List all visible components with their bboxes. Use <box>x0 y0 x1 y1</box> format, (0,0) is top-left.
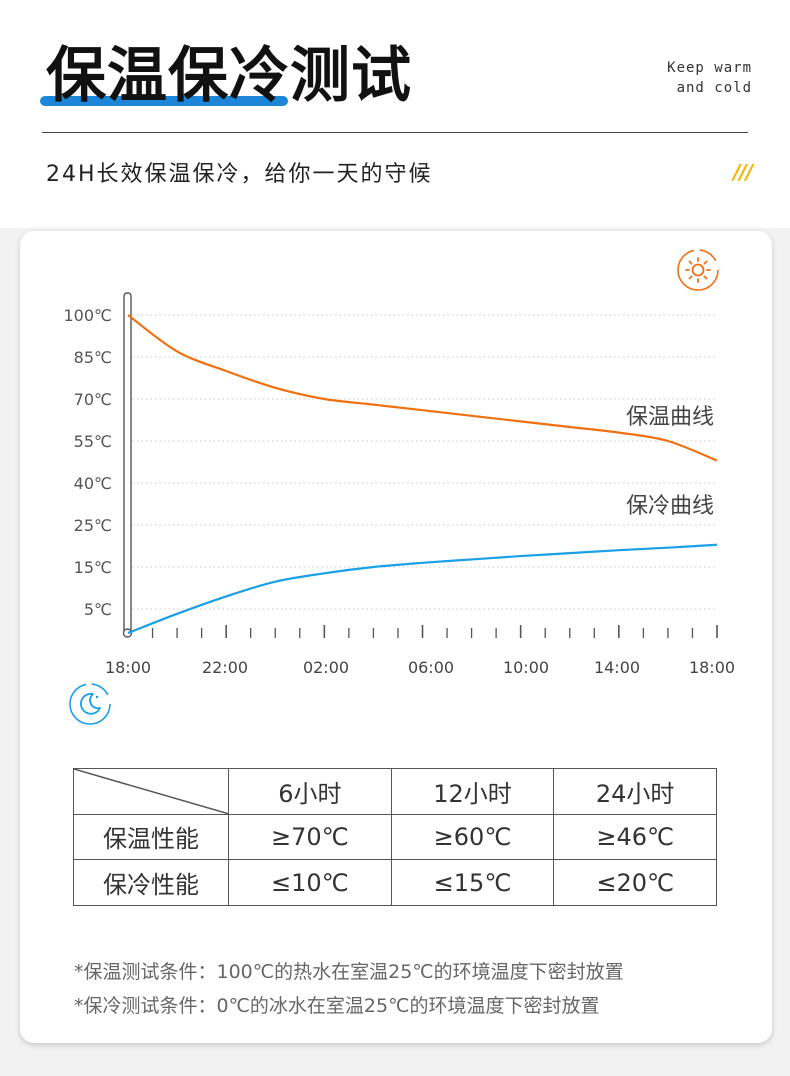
y-tick-label: 85℃ <box>74 348 112 367</box>
y-tick-labels: 100℃ 85℃ 70℃ 55℃ 40℃ 25℃ 15℃ 5℃ <box>63 306 112 619</box>
table-column-header: 24小时 <box>553 768 717 815</box>
y-tick-label: 5℃ <box>84 600 112 619</box>
x-tick-label: 10:00 <box>503 658 549 677</box>
table-column-header: 12小时 <box>390 768 555 815</box>
cold-curve <box>127 543 718 635</box>
test-conditions: *保温测试条件：100℃的热水在室温25℃的环境温度下密封放置 *保冷测试条件：… <box>74 955 624 1023</box>
y-tick-label: 25℃ <box>74 516 112 535</box>
table-cell: ≥46℃ <box>553 813 717 861</box>
y-tick-label: 40℃ <box>74 474 112 493</box>
table-column-header: 6小时 <box>228 768 392 815</box>
y-tick-label: 15℃ <box>74 558 112 577</box>
table-cell: ≥60℃ <box>390 813 555 861</box>
x-axis <box>122 292 718 638</box>
table-cell: ≤15℃ <box>390 859 555 906</box>
title-accent-bar <box>40 96 288 106</box>
series-lines <box>127 314 718 635</box>
x-tick-label: 18:00 <box>105 658 151 677</box>
table-cell: ≤10℃ <box>228 859 392 906</box>
x-tick-label: 06:00 <box>408 658 454 677</box>
x-tick-labels: 18:00 22:00 02:00 06:00 10:00 14:00 18:00 <box>105 658 735 677</box>
table-row: 保冷性能 ≤10℃ ≤15℃ ≤20℃ <box>73 859 717 906</box>
english-subtitle: Keep warm and cold <box>667 58 752 98</box>
y-tick-label: 55℃ <box>74 432 112 451</box>
grid-lines <box>128 314 717 610</box>
warm-curve-label: 保温曲线 <box>626 405 714 430</box>
performance-table: 6小时 12小时 24小时 保温性能 ≥70℃ ≥60℃ ≥46℃ 保冷性能 ≤… <box>73 768 717 906</box>
chart-card: 100℃ 85℃ 70℃ 55℃ 40℃ 25℃ 15℃ 5℃ 18:00 22:00 02:00… <box>20 231 772 1043</box>
header-divider <box>42 132 748 133</box>
english-subtitle-line1: Keep warm <box>667 60 752 76</box>
x-tick-label: 18:00 <box>689 658 735 677</box>
tagline: 24H长效保温保冷，给你一天的守候 <box>46 162 433 187</box>
x-tick-label: 14:00 <box>594 658 640 677</box>
row-label: 保温性能 <box>73 813 229 861</box>
note-cold-condition: *保冷测试条件：0℃的冰水在室温25℃的环境温度下密封放置 <box>74 995 600 1017</box>
y-tick-label: 100℃ <box>63 306 112 325</box>
axis-origin <box>122 628 133 638</box>
x-tick-label: 02:00 <box>303 658 349 677</box>
warm-curve <box>127 314 718 462</box>
table-corner-cell <box>73 768 229 815</box>
page-title: 保温保冷测试 <box>46 41 412 111</box>
page-header: 保温保冷测试 Keep warm and cold 24H长效保温保冷，给你一天… <box>0 0 790 228</box>
sun-icon <box>677 249 719 291</box>
y-tick-label: 70℃ <box>74 390 112 409</box>
moon-icon <box>69 683 111 725</box>
cold-curve-label: 保冷曲线 <box>626 494 714 519</box>
decorative-slashes: /// <box>733 160 753 184</box>
table-row: 保温性能 ≥70℃ ≥60℃ ≥46℃ <box>73 813 717 861</box>
row-label: 保冷性能 <box>73 859 229 906</box>
table-cell: ≥70℃ <box>228 813 392 861</box>
table-cell: ≤20℃ <box>553 859 717 906</box>
table-header-row: 6小时 12小时 24小时 <box>73 768 717 815</box>
english-subtitle-line2: and cold <box>676 80 752 96</box>
temperature-chart: 100℃ 85℃ 70℃ 55℃ 40℃ 25℃ 15℃ 5℃ 18:00 22:00 02:00… <box>63 292 735 677</box>
note-warm-condition: *保温测试条件：100℃的热水在室温25℃的环境温度下密封放置 <box>74 961 624 983</box>
x-tick-label: 22:00 <box>202 658 248 677</box>
y-axis <box>123 292 132 634</box>
